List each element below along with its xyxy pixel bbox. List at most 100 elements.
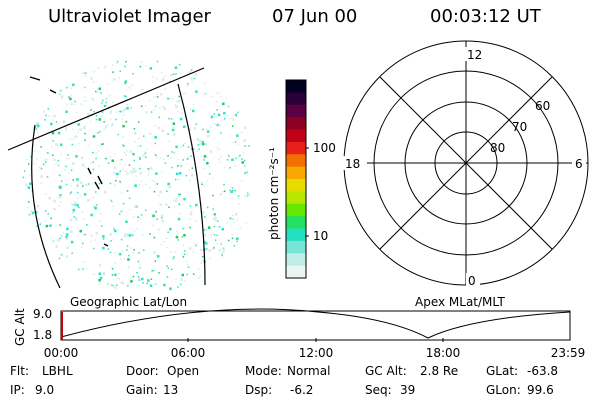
emission-pixel [162, 105, 164, 108]
info-door-val: Open [167, 364, 199, 378]
emission-pixel [102, 238, 105, 240]
emission-pixel [176, 110, 179, 113]
emission-pixel [98, 165, 100, 167]
info-seq-key: Seq: [365, 383, 392, 397]
emission-pixel [70, 169, 73, 171]
emission-pixel [113, 171, 116, 175]
emission-pixel [39, 223, 41, 225]
altitude-timeline[interactable] [60, 308, 571, 342]
emission-pixel [149, 67, 153, 70]
emission-pixel [128, 234, 132, 237]
emission-pixel [209, 257, 212, 260]
emission-pixel [75, 155, 78, 158]
emission-pixel [141, 277, 144, 281]
emission-pixel [51, 131, 55, 135]
emission-pixel [74, 204, 76, 206]
emission-pixel [157, 96, 159, 98]
emission-pixel [170, 73, 173, 77]
colorbar-swatch [286, 92, 306, 106]
emission-pixel [188, 156, 190, 159]
emission-pixel [103, 273, 105, 276]
emission-pixel [144, 183, 147, 186]
emission-pixel [231, 237, 234, 240]
date-label: 07 Jun 00 [272, 6, 358, 27]
emission-pixel [152, 76, 154, 78]
emission-pixel [236, 219, 239, 221]
emission-pixel [235, 114, 238, 117]
emission-pixel [217, 113, 221, 117]
emission-pixel [209, 150, 213, 153]
emission-pixel [71, 203, 74, 206]
emission-pixel [136, 272, 138, 274]
emission-pixel [231, 234, 233, 236]
emission-pixel [83, 126, 86, 130]
emission-pixel [115, 287, 118, 289]
emission-pixel [203, 167, 206, 170]
emission-pixel [183, 253, 186, 255]
emission-pixel [111, 201, 114, 203]
emission-pixel [186, 263, 189, 266]
emission-pixel [219, 193, 223, 196]
emission-pixel [244, 195, 246, 198]
emission-pixel [236, 237, 239, 240]
emission-pixel [133, 132, 137, 135]
info-glat-key: GLat: [486, 364, 518, 378]
emission-pixel [203, 155, 207, 158]
emission-pixel [175, 145, 178, 149]
emission-pixel [172, 126, 174, 129]
emission-pixel [145, 156, 147, 159]
emission-pixel [206, 156, 208, 158]
emission-pixel [189, 247, 192, 250]
colorbar-tick-label-10: 10 [313, 229, 328, 243]
emission-pixel [74, 216, 78, 220]
emission-pixel [143, 135, 145, 137]
emission-pixel [128, 267, 130, 269]
emission-pixel [109, 198, 112, 201]
emission-pixel [178, 203, 181, 206]
emission-pixel [106, 282, 110, 286]
emission-pixel [220, 156, 222, 158]
emission-pixel [83, 125, 86, 128]
emission-pixel [53, 207, 56, 211]
emission-pixel [193, 127, 197, 130]
emission-pixel [27, 207, 30, 209]
info-mode-key: Mode: [245, 364, 282, 378]
emission-pixel [201, 183, 203, 185]
emission-pixel [199, 248, 203, 252]
emission-pixel [179, 72, 182, 75]
emission-pixel [175, 197, 178, 200]
emission-pixel [194, 73, 198, 76]
emission-pixel [138, 121, 140, 123]
emission-pixel [99, 212, 102, 215]
emission-pixel [227, 105, 231, 108]
emission-pixel [92, 168, 95, 171]
info-dsp-val: -6.2 [290, 383, 313, 397]
emission-pixel [115, 118, 117, 121]
emission-pixel [187, 266, 190, 268]
emission-pixel [106, 124, 109, 126]
emission-pixel [149, 187, 151, 189]
emission-pixel [169, 227, 172, 231]
emission-pixel [179, 117, 183, 121]
uv-image-panel[interactable] [7, 60, 250, 291]
emission-pixel [79, 128, 82, 131]
emission-pixel [111, 274, 114, 276]
emission-pixel [31, 215, 33, 217]
emission-pixel [176, 166, 178, 168]
emission-pixel [40, 175, 43, 178]
emission-pixel [208, 173, 211, 175]
emission-pixel [113, 252, 116, 254]
colorbar-swatch [286, 80, 306, 93]
emission-pixel [33, 162, 35, 165]
emission-pixel [89, 121, 92, 123]
emission-pixel [199, 275, 202, 278]
emission-pixel [36, 225, 38, 228]
emission-pixel [101, 111, 104, 113]
emission-pixel [97, 67, 100, 69]
colorbar-swatch [286, 117, 306, 130]
emission-pixel [201, 259, 203, 262]
emission-pixel [159, 203, 162, 206]
emission-pixel [192, 251, 195, 253]
emission-pixel [228, 155, 230, 157]
emission-pixel [90, 240, 92, 243]
